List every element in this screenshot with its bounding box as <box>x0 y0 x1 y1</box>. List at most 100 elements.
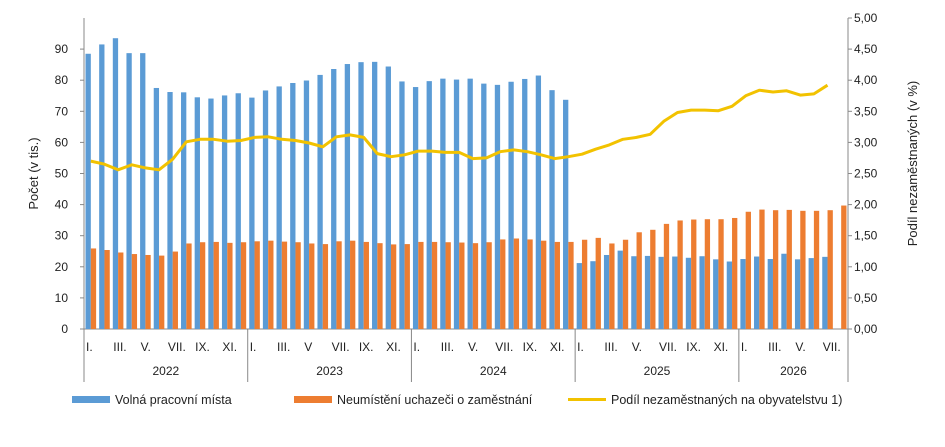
bar-volna-mista <box>344 64 351 329</box>
x-month-label: I. <box>413 340 420 354</box>
bar-neumisteni-uchazeci <box>227 242 233 329</box>
bar-neumisteni-uchazeci <box>786 209 792 329</box>
right-tick-label: 2,50 <box>854 167 878 181</box>
right-tick-label: 0,50 <box>854 291 878 305</box>
bar-volna-mista <box>549 90 555 329</box>
bar-neumisteni-uchazeci <box>295 242 301 329</box>
bar-neumisteni-uchazeci <box>159 255 165 329</box>
left-tick-label: 20 <box>55 260 69 274</box>
bar-volna-mista <box>631 256 637 329</box>
x-month-label: I. <box>741 340 748 354</box>
bar-volna-mista <box>331 69 337 329</box>
bar-neumisteni-uchazeci <box>186 243 192 329</box>
bar-neumisteni-uchazeci <box>541 240 547 329</box>
bar-volna-mista <box>194 97 200 330</box>
x-month-label: III. <box>604 340 617 354</box>
right-tick-label: 3,50 <box>854 104 878 118</box>
x-month-label: VII. <box>495 340 513 354</box>
bar-volna-mista <box>112 38 119 330</box>
bar-volna-mista <box>181 92 187 329</box>
bar-volna-mista <box>276 86 282 329</box>
left-tick-label: 90 <box>55 42 69 56</box>
bar-volna-mista <box>453 79 460 329</box>
legend-swatch <box>72 396 110 403</box>
x-month-label: V. <box>795 340 805 354</box>
right-tick-label: 4,50 <box>854 42 878 56</box>
bar-neumisteni-uchazeci <box>377 243 383 329</box>
x-year-label: 2025 <box>644 364 671 378</box>
bar-neumisteni-uchazeci <box>772 210 779 329</box>
bar-neumisteni-uchazeci <box>513 238 520 329</box>
bar-neumisteni-uchazeci <box>827 210 833 329</box>
bar-volna-mista <box>590 261 596 329</box>
bar-neumisteni-uchazeci <box>581 239 588 329</box>
legend-swatch <box>294 396 332 403</box>
x-month-label: III. <box>277 340 290 354</box>
bar-neumisteni-uchazeci <box>745 211 751 329</box>
x-month-label: V. <box>141 340 151 354</box>
bar-neumisteni-uchazeci <box>336 241 342 329</box>
bar-volna-mista <box>221 95 228 330</box>
bar-volna-mista <box>85 53 91 329</box>
left-tick-label: 70 <box>55 104 69 118</box>
x-month-label: V. <box>468 340 478 354</box>
bar-neumisteni-uchazeci <box>527 239 533 329</box>
y-axis-left-title: Počet (v tis.) <box>26 137 41 209</box>
bar-volna-mista <box>208 98 214 329</box>
bar-volna-mista <box>822 256 828 329</box>
bar-neumisteni-uchazeci <box>663 223 670 329</box>
bar-neumisteni-uchazeci <box>622 239 629 329</box>
bar-volna-mista <box>481 83 487 329</box>
x-year-label: 2023 <box>316 364 343 378</box>
bar-volna-mista <box>644 255 651 329</box>
bar-volna-mista <box>603 254 610 329</box>
bar-volna-mista <box>535 75 542 329</box>
legend-label: Volná pracovní místa <box>115 393 232 407</box>
x-month-label: VII. <box>168 340 186 354</box>
left-tick-label: 80 <box>55 73 69 87</box>
x-month-label: XI. <box>386 340 401 354</box>
bar-neumisteni-uchazeci <box>459 242 465 329</box>
x-month-label: III. <box>768 340 781 354</box>
bar-volna-mista <box>262 90 269 329</box>
x-month-label: IX. <box>523 340 538 354</box>
bar-volna-mista <box>494 84 501 330</box>
bar-volna-mista <box>808 258 814 329</box>
x-year-label: 2024 <box>480 364 507 378</box>
bar-neumisteni-uchazeci <box>390 244 397 329</box>
bar-neumisteni-uchazeci <box>718 219 724 329</box>
bar-neumisteni-uchazeci <box>486 242 492 329</box>
left-tick-label: 30 <box>55 229 69 243</box>
bar-volna-mista <box>290 82 296 330</box>
bar-volna-mista <box>794 259 801 329</box>
bar-neumisteni-uchazeci <box>418 241 424 329</box>
x-month-label: IX. <box>686 340 701 354</box>
x-month-label: IX. <box>359 340 374 354</box>
bar-volna-mista <box>781 253 787 329</box>
bar-volna-mista <box>99 44 105 330</box>
x-month-label: I. <box>577 340 584 354</box>
bar-neumisteni-uchazeci <box>841 205 847 329</box>
bar-neumisteni-uchazeci <box>240 242 247 329</box>
right-tick-label: 4,00 <box>854 73 878 87</box>
bar-neumisteni-uchazeci <box>732 217 738 329</box>
bar-volna-mista <box>576 263 582 329</box>
bar-volna-mista <box>426 81 432 330</box>
bar-volna-mista <box>754 256 760 329</box>
bar-volna-mista <box>699 256 705 329</box>
x-month-label: XI. <box>222 340 237 354</box>
bar-neumisteni-uchazeci <box>90 248 97 329</box>
bar-volna-mista <box>140 53 146 329</box>
bar-neumisteni-uchazeci <box>568 241 574 329</box>
bar-neumisteni-uchazeci <box>268 240 274 329</box>
bar-volna-mista <box>508 81 514 329</box>
bar-volna-mista <box>385 66 391 330</box>
bar-volna-mista <box>317 74 323 330</box>
bar-neumisteni-uchazeci <box>322 244 329 329</box>
right-tick-label: 0,00 <box>854 322 878 336</box>
bar-volna-mista <box>522 78 528 330</box>
bar-volna-mista <box>685 257 692 329</box>
bar-neumisteni-uchazeci <box>650 229 656 329</box>
legend-label: Podíl nezaměstnaných na obyvatelstvu 1) <box>611 393 842 407</box>
x-month-label: I. <box>86 340 93 354</box>
